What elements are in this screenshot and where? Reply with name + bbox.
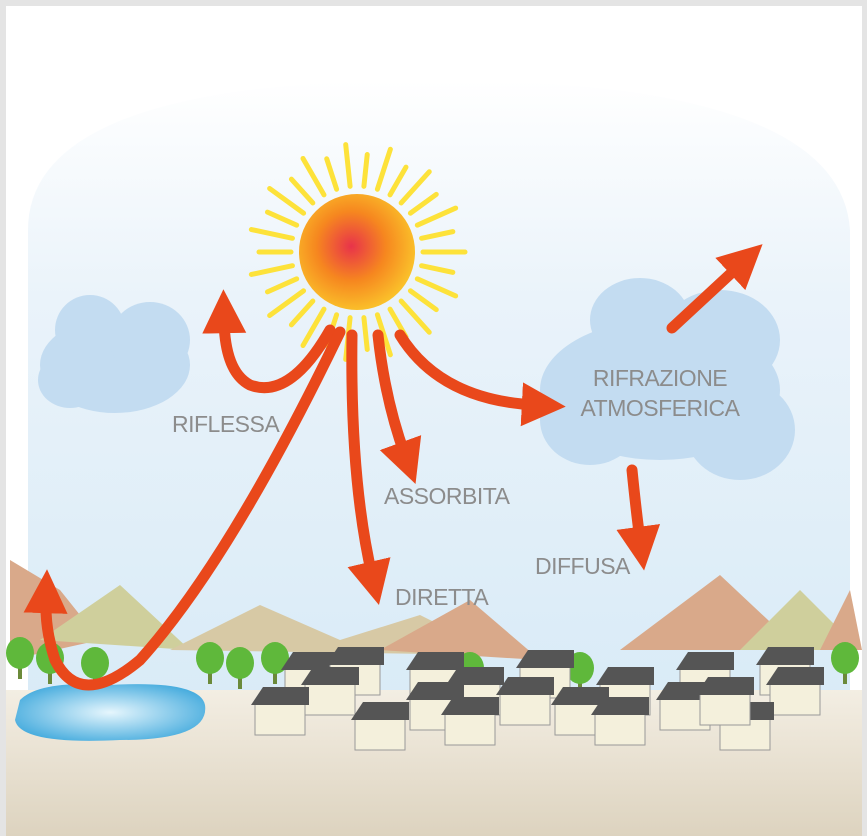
lake [15,684,205,741]
label-reflected: RIFLESSA [172,411,280,437]
page: RIFLESSA ASSORBITA DIRETTA DIFFUSA RIFRA… [0,0,867,836]
sun-ray [364,318,367,350]
label-refraction-1: RIFRAZIONE [593,365,727,391]
cloud-left [38,295,190,413]
label-absorbed: ASSORBITA [384,483,511,509]
label-refraction-2: ATMOSFERICA [581,395,741,421]
sun [299,194,415,310]
label-direct: DIRETTA [395,584,489,610]
illustration: RIFLESSA ASSORBITA DIRETTA DIFFUSA RIFRA… [0,0,867,836]
sun-ray [364,155,367,187]
label-diffuse: DIFFUSA [535,553,631,579]
